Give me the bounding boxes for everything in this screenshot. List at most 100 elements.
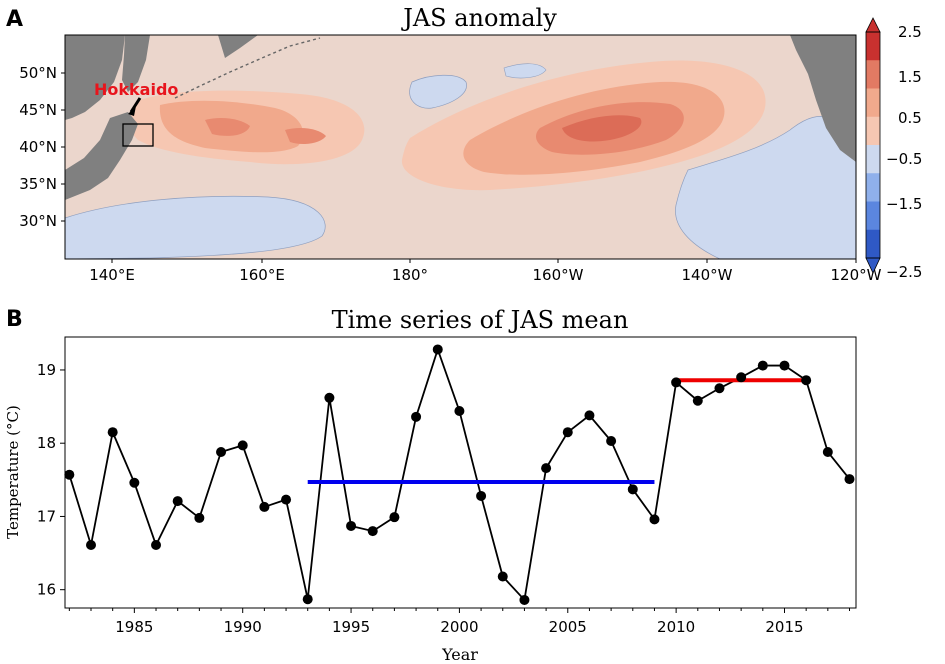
data-point: [606, 436, 617, 447]
colorbar-tick-label: 0.5: [898, 109, 922, 127]
x-tick-label: 1985: [115, 618, 153, 636]
y-tick-label: 19: [37, 361, 56, 379]
series-points: [64, 344, 855, 605]
data-point: [172, 496, 183, 507]
data-point: [714, 383, 725, 394]
anomaly-map: [65, 35, 856, 259]
panel-a-letter: A: [6, 7, 23, 32]
x-tick-label: 2000: [440, 618, 478, 636]
x-tick-label: 1995: [332, 618, 370, 636]
colorbar-top-extend: [865, 17, 881, 33]
data-point: [692, 395, 703, 406]
lat-tick-label: 40°N: [19, 138, 57, 156]
data-point: [584, 410, 595, 421]
data-point: [259, 501, 270, 512]
x-tick-label: 2010: [657, 618, 695, 636]
colorbar-segment: [866, 116, 880, 146]
colorbar-segment: [866, 229, 880, 259]
chart-frame: [64, 336, 857, 609]
data-point: [736, 372, 747, 383]
lon-tick-label: 140°E: [89, 266, 135, 284]
lon-tick-label: 160°E: [239, 266, 285, 284]
data-point: [151, 540, 162, 551]
data-point: [194, 512, 205, 523]
data-point: [64, 469, 75, 480]
data-point: [779, 360, 790, 371]
data-point: [541, 463, 552, 474]
warm-anomaly-west-core2: [285, 128, 326, 144]
data-point: [497, 571, 508, 582]
data-point: [671, 377, 682, 388]
hokkaido-label: Hokkaido: [94, 80, 178, 99]
x-tick-label: 1990: [224, 618, 262, 636]
colorbar-segment: [866, 32, 880, 61]
x-axis-label: Year: [441, 645, 478, 664]
x-tick-label: 2015: [765, 618, 803, 636]
y-tick-label: 18: [37, 434, 56, 452]
chart-axes: 1985 1990 1995 2000 2005 2010 2015 16 17 18 19: [37, 361, 850, 636]
x-tick-label: 2005: [549, 618, 587, 636]
data-point: [86, 540, 97, 551]
lon-tick-label: 160°W: [533, 266, 584, 284]
data-point: [281, 494, 292, 505]
land-kamchatka: [218, 35, 258, 58]
lat-tick-label: 30°N: [19, 212, 57, 230]
land-asia: [65, 35, 125, 120]
lat-tick-label: 45°N: [19, 101, 57, 119]
data-point: [649, 514, 660, 525]
hokkaido-arrow-head: [128, 106, 136, 116]
data-point: [476, 490, 487, 501]
data-point: [216, 446, 227, 457]
data-point: [844, 474, 855, 485]
data-point: [107, 427, 118, 438]
colorbar-segment: [866, 173, 880, 202]
land-sakhalin: [122, 35, 150, 92]
hokkaido-box: [122, 123, 154, 147]
data-point: [302, 594, 313, 605]
data-point: [519, 594, 530, 605]
colorbar-ticks: 2.5 1.5 0.5 −0.5 −1.5 −2.5: [886, 23, 922, 281]
cool-anomaly-west: [65, 195, 326, 259]
kuril-islands-line: [174, 37, 321, 99]
data-point: [389, 512, 400, 523]
latitude-axis: 50°N 45°N 40°N 35°N 30°N: [19, 64, 65, 230]
colorbar-tick-label: −0.5: [886, 150, 922, 168]
data-point: [822, 446, 833, 457]
data-point: [367, 526, 378, 537]
warm-anomaly-central-core: [562, 115, 642, 142]
colorbar-segment: [866, 60, 880, 89]
lat-tick-label: 35°N: [19, 175, 57, 193]
y-tick-label: 16: [37, 581, 56, 599]
colorbar-tick-label: −2.5: [886, 263, 922, 281]
map-title: JAS anomaly: [400, 4, 557, 32]
cool-anomaly-patch: [503, 63, 547, 79]
chart-title: Time series of JAS mean: [332, 306, 629, 334]
data-point: [324, 392, 335, 403]
colorbar-segment: [866, 88, 880, 118]
data-point: [346, 520, 357, 531]
data-point: [129, 477, 140, 488]
panel-b-letter: B: [6, 307, 23, 332]
data-point: [454, 405, 465, 416]
warm-anomaly-west-core: [205, 118, 250, 136]
y-axis-label: Temperature (°C): [4, 405, 22, 539]
colorbar: 2.5 1.5 0.5 −0.5 −1.5 −2.5: [865, 17, 922, 281]
land-japan: [65, 112, 138, 200]
data-point: [757, 360, 768, 371]
colorbar-tick-label: 1.5: [898, 68, 922, 86]
colorbar-frame: [865, 31, 881, 259]
colorbar-segment: [866, 145, 880, 174]
land-north-america: [790, 35, 856, 162]
data-point: [411, 411, 422, 422]
longitude-axis: 140°E 160°E 180° 160°W 140°W 120°W: [89, 259, 882, 284]
series-line: [68, 346, 851, 602]
colorbar-segments: [866, 32, 880, 259]
colorbar-tick-label: 2.5: [898, 23, 922, 41]
lon-tick-label: 120°W: [831, 266, 882, 284]
colorbar-segment: [866, 201, 880, 231]
mean-lines: [307, 378, 807, 485]
lat-tick-label: 50°N: [19, 64, 57, 82]
data-point: [801, 375, 812, 386]
cool-anomaly-north: [409, 74, 467, 109]
